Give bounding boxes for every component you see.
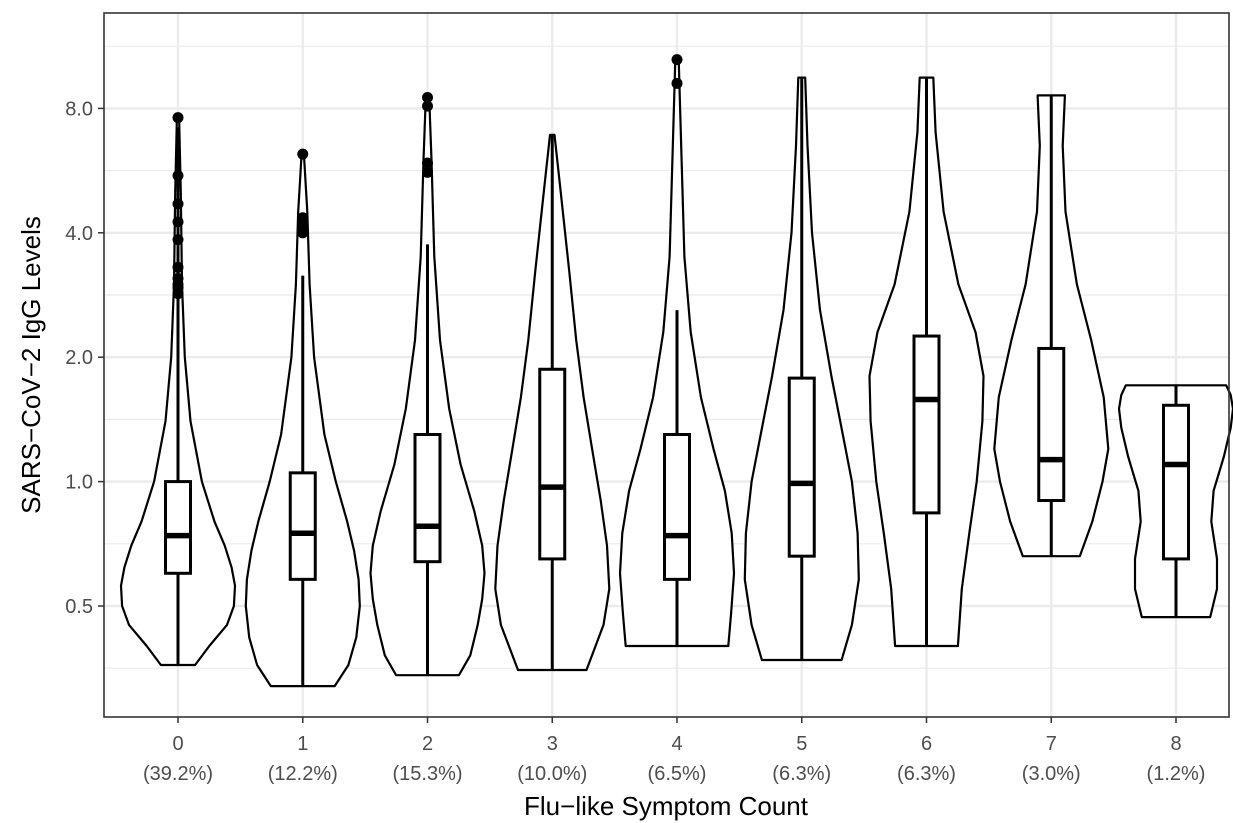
plot-border xyxy=(103,12,1230,718)
y-axis-title: SARS−CoV−2 IgG Levels xyxy=(16,216,46,514)
violin-group-6 xyxy=(868,76,985,648)
x-tick-label: 2 xyxy=(422,733,433,755)
x-tick-percentage: (6.3%) xyxy=(897,763,956,785)
x-tick-percentage: (10.0%) xyxy=(517,763,587,785)
violin-group-2 xyxy=(369,92,486,677)
x-tick-label: 6 xyxy=(921,733,932,755)
x-tick-percentage: (6.3%) xyxy=(772,763,831,785)
violin-group-5 xyxy=(743,76,860,662)
x-tick-percentage: (6.5%) xyxy=(648,763,707,785)
outlier-point xyxy=(422,100,433,112)
box-iqr xyxy=(787,376,816,558)
outlier-point xyxy=(297,212,309,224)
x-tick-label: 8 xyxy=(1170,733,1181,755)
outlier-point xyxy=(671,77,683,89)
box-iqr xyxy=(1162,403,1190,561)
outlier-point xyxy=(172,170,184,182)
outlier-point xyxy=(172,234,184,246)
outlier-point xyxy=(172,261,184,273)
x-tick-percentage: (39.2%) xyxy=(143,763,213,785)
violin-group-7 xyxy=(993,94,1110,558)
box-iqr xyxy=(663,433,691,581)
violin-group-8 xyxy=(1117,384,1233,619)
violin-group-1 xyxy=(244,148,361,688)
x-axis-title: Flu−like Symptom Count xyxy=(524,791,809,821)
x-tick-label: 5 xyxy=(796,733,807,755)
x-tick-label: 7 xyxy=(1046,733,1057,755)
outlier-point xyxy=(671,54,683,66)
box-iqr xyxy=(288,471,317,581)
outlier-point xyxy=(172,288,184,300)
x-tick-percentage: (1.2%) xyxy=(1147,763,1206,785)
x-tick-label: 4 xyxy=(671,733,682,755)
violin-group-3 xyxy=(494,133,611,672)
outlier-point xyxy=(297,227,309,239)
violin-group-4 xyxy=(618,54,736,648)
plot-area xyxy=(103,12,1233,718)
y-axis: 0.5 1.0 2.0 4.0 8.0 xyxy=(65,98,104,618)
x-axis: 0 (39.2%) 1 (12.2%) 2 (15.3%) 3 (10.0%) 4 (6.5%) 5… xyxy=(143,717,1205,785)
box-iqr xyxy=(1037,346,1066,503)
outlier-point xyxy=(422,166,433,178)
box-iqr xyxy=(164,480,192,575)
outlier-point xyxy=(172,112,184,124)
box-iqr xyxy=(413,433,442,564)
violin-group-0 xyxy=(119,112,237,667)
x-tick-label: 0 xyxy=(172,733,183,755)
y-tick-label: 1.0 xyxy=(65,472,93,494)
x-tick-percentage: (3.0%) xyxy=(1022,763,1081,785)
violins xyxy=(119,54,1233,688)
y-tick-label: 0.5 xyxy=(65,596,93,618)
y-tick-label: 2.0 xyxy=(65,347,93,369)
box-iqr xyxy=(912,334,941,515)
x-tick-percentage: (12.2%) xyxy=(268,763,338,785)
x-tick-label: 3 xyxy=(547,733,558,755)
x-tick-percentage: (15.3%) xyxy=(392,763,462,785)
box-iqr xyxy=(538,367,567,561)
outlier-point xyxy=(172,198,184,210)
y-tick-label: 4.0 xyxy=(65,223,93,245)
y-tick-label: 8.0 xyxy=(65,98,93,120)
outlier-point xyxy=(422,157,433,169)
x-tick-label: 1 xyxy=(297,733,308,755)
outlier-point xyxy=(297,148,309,160)
outlier-point xyxy=(422,92,433,104)
outlier-point xyxy=(172,216,184,228)
